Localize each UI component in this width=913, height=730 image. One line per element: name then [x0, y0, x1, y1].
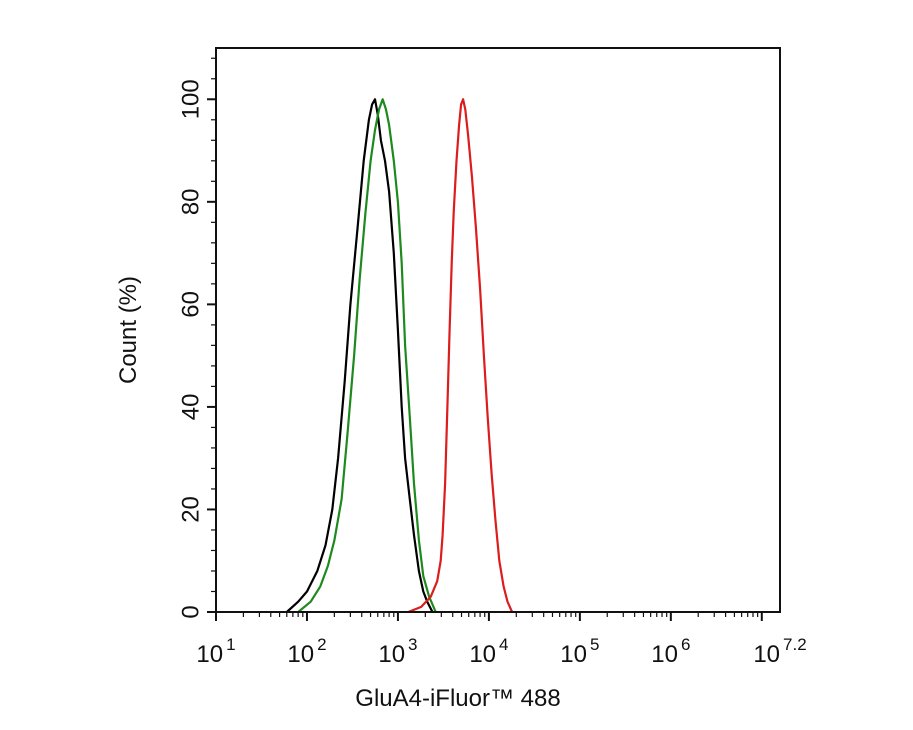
histogram-line-3 — [407, 98, 514, 614]
plot-frame — [215, 47, 781, 613]
y-tick-label: 80 — [177, 188, 204, 215]
histogram-line-1 — [286, 98, 434, 613]
x-tick-label: 10 4 — [469, 635, 508, 668]
x-axis: 10 1 10 2 10 3 10 4 10 5 10 6 10 7.2 — [196, 612, 807, 668]
y-axis: 0 20 40 60 80 100 — [177, 57, 216, 619]
x-tick-label: 10 2 — [287, 635, 326, 668]
y-tick-label: 60 — [177, 291, 204, 318]
y-axis-title: Count (%) — [115, 276, 142, 384]
x-tick-label: 10 6 — [651, 635, 690, 668]
y-tick-label: 40 — [177, 394, 204, 421]
y-tick-label: 100 — [177, 79, 204, 119]
y-tick-label: 0 — [177, 605, 204, 618]
histogram-line-2 — [297, 98, 437, 613]
x-tick-label: 10 5 — [560, 635, 599, 668]
y-tick-label: 20 — [177, 496, 204, 523]
x-tick-label: 10 7.2 — [753, 635, 806, 668]
x-axis-title: GluA4-iFluor™ 488 — [355, 685, 560, 712]
plot-lines — [286, 98, 514, 614]
x-tick-label: 10 3 — [378, 635, 417, 668]
x-tick-label: 10 1 — [196, 635, 235, 668]
